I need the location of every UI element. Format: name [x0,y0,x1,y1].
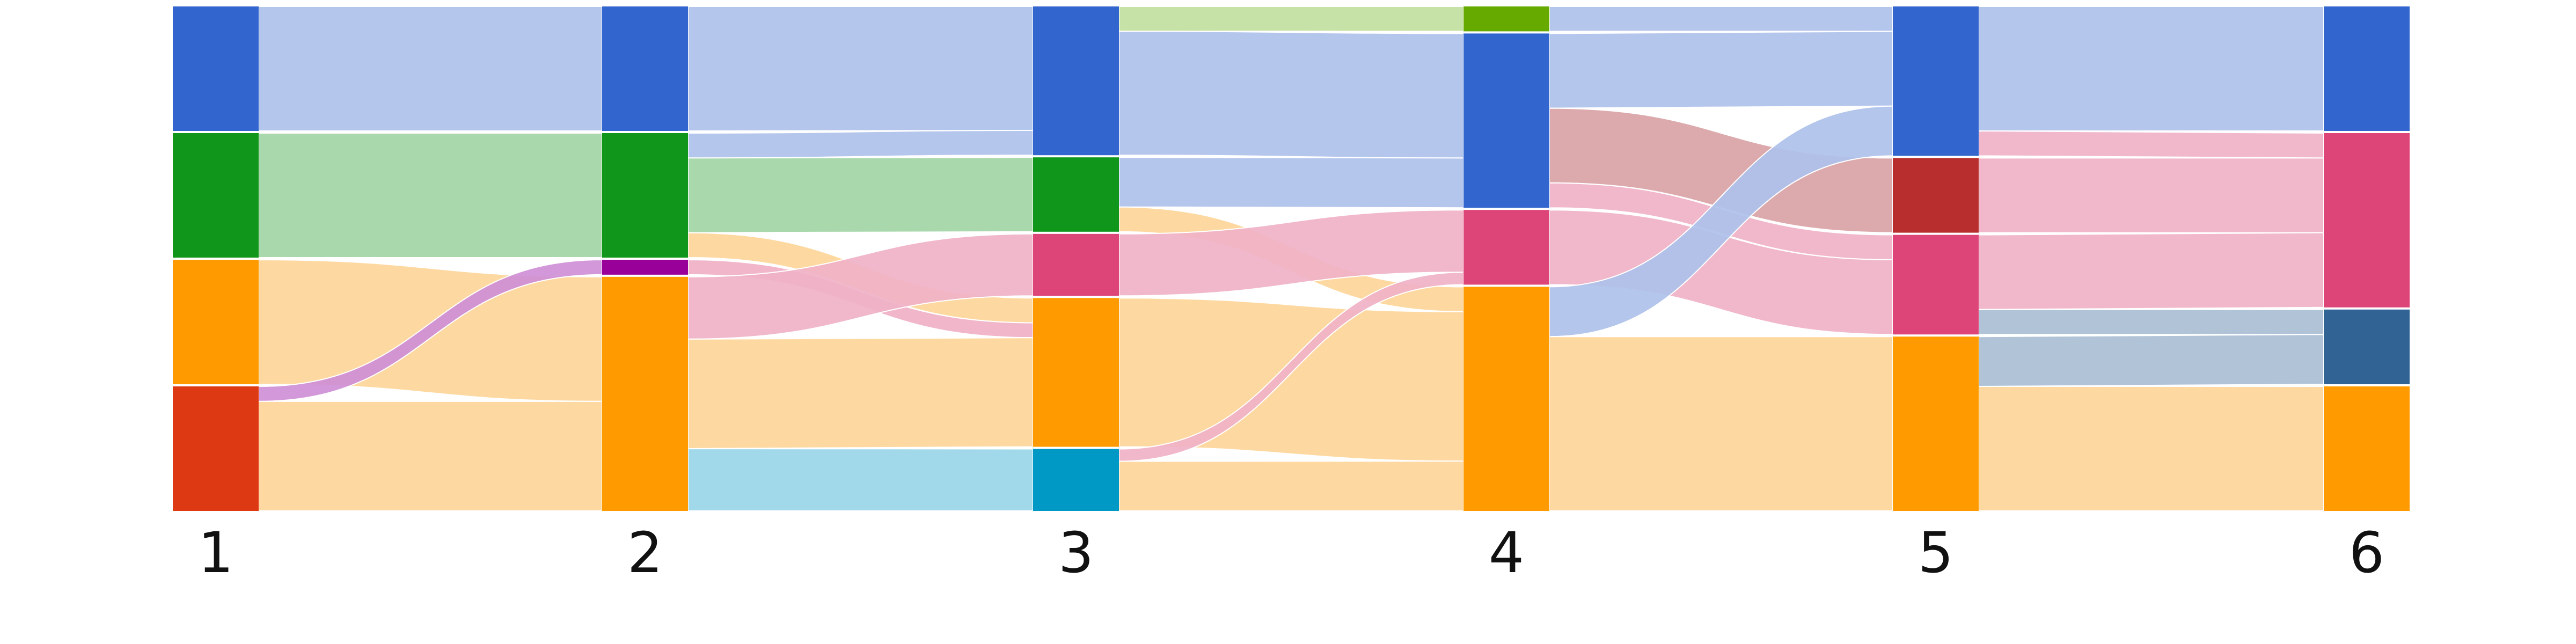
sankey-node [173,6,259,131]
sankey-node [602,260,688,275]
sankey-node [2324,386,2410,511]
sankey-node [173,260,259,384]
sankey-node [602,133,688,258]
sankey-link [1978,157,2324,233]
sankey-node [1463,33,1549,208]
sankey-node [1893,158,1979,233]
sankey-link [258,132,603,259]
sankey-link [1978,309,2324,335]
sankey-node [1463,210,1549,285]
sankey-link [1118,31,1464,159]
stage-label: 3 [1058,520,1094,586]
sankey-node [1033,449,1119,511]
links-layer [258,5,2324,512]
nodes-layer [173,6,2410,511]
sankey-node [173,133,259,258]
sankey-node [1033,233,1119,296]
sankey-node [602,6,688,131]
sankey-link [1549,5,1893,32]
sankey-node [173,386,259,511]
sankey-node [1893,235,1979,335]
sankey-link [1978,130,2324,159]
sankey-link [1118,297,1464,462]
stage-labels: 1 2 3 4 5 6 [198,520,2384,586]
sankey-link [1118,460,1464,512]
sankey-node [2324,309,2410,384]
sankey-link [687,448,1034,512]
stage-label: 2 [627,520,663,586]
stage-label: 6 [2349,520,2384,586]
sankey-link [687,5,1034,132]
sankey-node [602,276,688,511]
sankey-node [1033,298,1119,447]
sankey-link [1118,5,1464,32]
sankey-node [1893,6,1979,156]
sankey-link [258,400,603,512]
sankey-node [1893,336,1979,511]
stage-label: 5 [1918,520,1953,586]
sankey-node [1463,6,1549,32]
sankey-link [258,5,603,132]
stage-label: 1 [198,520,233,586]
sankey-link [1978,232,2324,310]
sankey-node [2324,133,2410,308]
sankey-node [1033,157,1119,232]
sankey-node [1463,287,1549,511]
sankey-link [687,157,1034,233]
stage-label: 4 [1489,520,1524,586]
sankey-link [687,337,1034,450]
sankey-node [1033,6,1119,156]
sankey-link [1978,334,2324,387]
sankey-link [1549,31,1893,109]
sankey-link [1978,385,2324,512]
sankey-link [1118,157,1464,209]
sankey-link [1978,5,2324,132]
sankey-node [2324,6,2410,131]
sankey-link [1549,336,1893,512]
sankey-link [687,129,1034,159]
